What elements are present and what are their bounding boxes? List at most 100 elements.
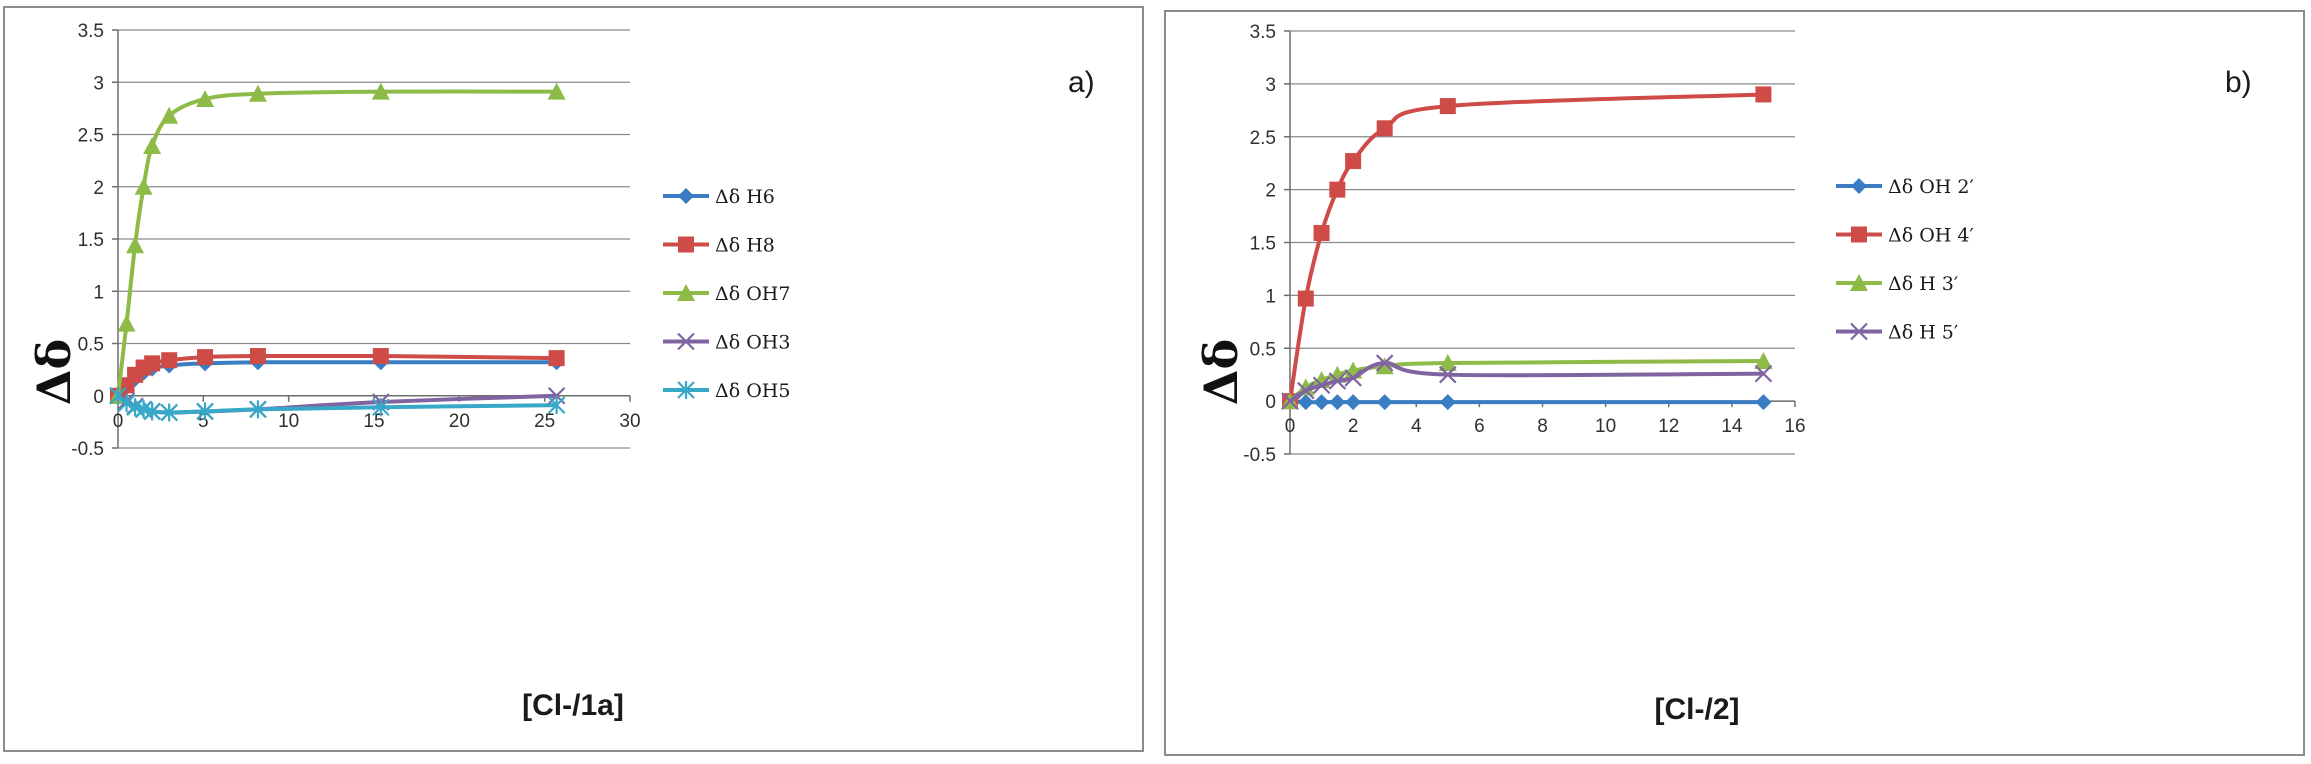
y-tick-label: 0 xyxy=(1265,392,1276,413)
panel-label-a: a) xyxy=(1068,66,1095,99)
data-point-marker xyxy=(197,349,214,366)
legend-marker xyxy=(678,236,694,253)
data-point-marker xyxy=(249,348,266,365)
x-tick-label: 10 xyxy=(1595,416,1616,437)
legend-marker xyxy=(1851,226,1867,243)
data-point-marker xyxy=(196,89,215,107)
data-point-marker xyxy=(1375,354,1394,372)
legend-marker xyxy=(677,332,695,351)
y-tick-label: 3.5 xyxy=(1250,22,1276,43)
y-tick-label: 1 xyxy=(93,282,104,303)
legend-label: Δδ OH 2′ xyxy=(1888,176,1974,198)
legend-item-dd-oh-2p: Δδ OH 2′ xyxy=(1836,176,1974,198)
series-group-b xyxy=(1281,86,1773,411)
x-tick-label: 20 xyxy=(449,411,470,432)
y-tick-label: 3 xyxy=(93,73,104,94)
legend-item-dd-h8: Δδ H8 xyxy=(663,235,775,257)
legend-marker xyxy=(1850,274,1868,291)
x-tick-label: 16 xyxy=(1784,416,1805,437)
data-point-marker xyxy=(1312,376,1331,395)
y-tick-label: 2.5 xyxy=(1250,128,1276,149)
data-point-marker xyxy=(1754,351,1773,369)
data-point-marker xyxy=(143,136,162,154)
x-tick-label: 8 xyxy=(1537,416,1548,437)
series-group-a xyxy=(109,82,566,422)
y-tick-label: 2.5 xyxy=(78,126,104,147)
data-point-marker xyxy=(1344,369,1362,387)
data-point-marker xyxy=(1755,394,1772,411)
x-tick-label: 30 xyxy=(619,411,640,432)
data-point-marker xyxy=(371,82,390,100)
data-point-marker xyxy=(1313,394,1330,411)
data-point-marker xyxy=(117,314,136,332)
data-point-marker xyxy=(548,350,565,367)
y-tick-label: 3 xyxy=(1265,75,1276,96)
y-tick-label: 2 xyxy=(93,178,104,199)
axes-b: -0.5 0 0.5 1 1.5 2 2.5 3 3.5 0 2 4 6 8 10 12 14 16 xyxy=(1243,22,1805,466)
data-point-marker xyxy=(1313,224,1330,241)
data-point-marker xyxy=(160,106,179,124)
panel-label-b: b) xyxy=(2225,66,2252,99)
legend-label: Δδ H 3′ xyxy=(1888,273,1958,295)
legend-item-dd-oh5: Δδ OH5 xyxy=(663,380,790,402)
data-point-marker xyxy=(1329,394,1346,411)
data-point-marker xyxy=(143,402,161,421)
data-point-marker xyxy=(1439,365,1457,384)
chart-panel-a: -0.5 0 0.5 1 1.5 2 2.5 3 3.5 0 5 10 15 20 25 30 a) Δδ [… xyxy=(3,6,1144,752)
data-point-marker xyxy=(547,82,566,100)
data-point-marker xyxy=(1439,98,1456,115)
data-point-marker xyxy=(1439,394,1456,411)
data-point-marker xyxy=(1754,364,1773,383)
x-tick-label: 12 xyxy=(1658,416,1679,437)
data-point-marker xyxy=(1376,120,1393,137)
legend-marker xyxy=(678,188,694,204)
data-point-marker xyxy=(160,403,178,422)
legend-item-dd-h-5p: Δδ H 5′ xyxy=(1836,322,1958,344)
legend-label: Δδ H8 xyxy=(715,235,775,257)
legend-item-dd-oh-4p: Δδ OH 4′ xyxy=(1836,225,1974,247)
y-tick-label: -0.5 xyxy=(1243,445,1276,466)
legend-marker xyxy=(677,284,695,301)
y-tick-label: 1 xyxy=(1265,286,1276,307)
x-tick-label: 6 xyxy=(1474,416,1485,437)
legend-label: Δδ OH7 xyxy=(715,283,790,305)
data-point-marker xyxy=(1376,394,1393,411)
series-dd-oh7 xyxy=(109,82,566,404)
legend-item-dd-h6: Δδ H6 xyxy=(663,186,775,208)
y-axis-label-b: Δδ xyxy=(1194,339,1248,405)
y-tick-label: 1.5 xyxy=(78,230,104,251)
y-tick-label: 0.5 xyxy=(1250,339,1276,360)
x-tick-label: 14 xyxy=(1721,416,1743,437)
x-tick-label: 2 xyxy=(1348,416,1359,437)
legend-label: Δδ OH5 xyxy=(715,380,790,402)
legend-label: Δδ OH3 xyxy=(715,332,790,354)
data-point-marker xyxy=(1297,381,1315,400)
data-point-marker xyxy=(1345,394,1362,411)
data-point-marker xyxy=(144,355,161,372)
legend-b: Δδ OH 2′ Δδ OH 4′ Δδ H 3′ Δδ H 5′ xyxy=(1836,176,1974,344)
series-dd-oh-4p xyxy=(1282,86,1772,410)
x-tick-label: 15 xyxy=(363,411,384,432)
series-dd-h-5p xyxy=(1281,354,1773,410)
y-tick-label: 3.5 xyxy=(78,21,104,42)
legend-marker xyxy=(1851,178,1867,194)
y-tick-label: 2 xyxy=(1265,181,1276,202)
x-tick-label: 5 xyxy=(198,411,209,432)
legend-label: Δδ H6 xyxy=(715,186,775,208)
data-point-marker xyxy=(1328,372,1347,390)
x-tick-label: 25 xyxy=(534,411,555,432)
legend-marker xyxy=(1850,322,1868,341)
y-tick-label: 0 xyxy=(93,387,104,408)
data-point-marker xyxy=(1438,354,1457,372)
x-axis-label-b: [Cl-/2] xyxy=(1655,693,1740,726)
data-point-marker xyxy=(1345,153,1362,170)
data-point-marker xyxy=(196,402,214,421)
data-point-marker xyxy=(134,177,153,195)
y-tick-label: 0.5 xyxy=(78,335,104,356)
chart-panel-b: -0.5 0 0.5 1 1.5 2 2.5 3 3.5 0 2 4 6 8 10 12 14 16 b) Δδ … xyxy=(1164,10,2305,756)
x-tick-label: 0 xyxy=(1285,416,1296,437)
data-point-marker xyxy=(1297,394,1314,411)
data-point-marker xyxy=(1329,181,1346,198)
data-point-marker xyxy=(117,394,136,413)
